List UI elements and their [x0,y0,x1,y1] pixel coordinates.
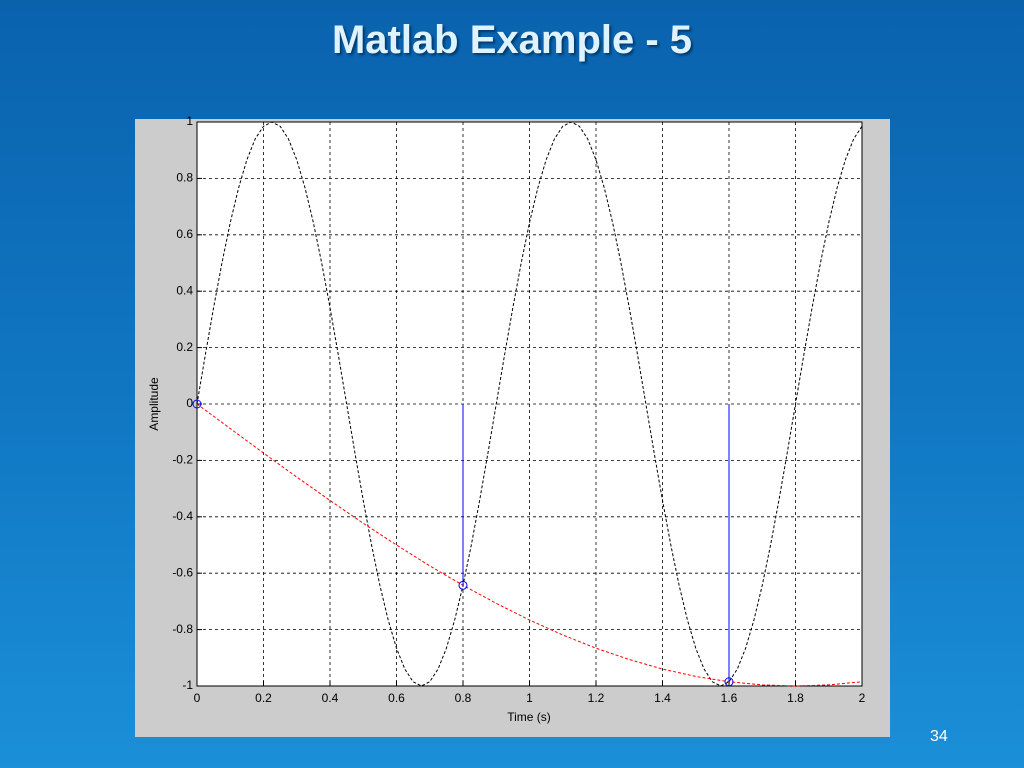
x-tick-label: 1.4 [654,691,671,705]
x-tick-label: 0.2 [255,691,272,705]
x-tick-label: 0.8 [455,691,472,705]
x-tick-label: 0.6 [388,691,405,705]
stem-marker [192,399,202,409]
data-line [196,121,863,687]
stem-marker [724,677,734,687]
x-tick-label: 0.4 [322,691,339,705]
y-tick-label: 0.4 [176,283,193,297]
page-number: 34 [930,728,948,745]
slide-title: Matlab Example - 5 [331,18,693,62]
y-tick-label: -0.8 [172,622,193,636]
x-tick-label: 1.2 [588,691,605,705]
y-tick-label: 1 [186,114,193,128]
stem-marker [458,580,468,590]
x-tick-label: 1.8 [787,691,804,705]
data-line [196,403,863,687]
x-tick-label: 2 [859,691,866,705]
y-tick-label: 0.6 [176,227,193,241]
x-axis-label: Time (s) [507,710,551,724]
x-tick-label: 0 [194,691,201,705]
y-tick-label: -0.4 [172,509,193,523]
y-axis-label: Amplitude [147,377,161,431]
x-tick-label: 1.6 [721,691,738,705]
y-tick-label: -1 [182,678,193,692]
y-tick-label: 0.2 [176,340,193,354]
x-tick-label: 1 [526,691,533,705]
y-tick-label: 0.8 [176,171,193,185]
y-tick-label: 0 [186,396,193,410]
y-tick-label: -0.2 [172,453,193,467]
y-tick-label: -0.6 [172,565,193,579]
